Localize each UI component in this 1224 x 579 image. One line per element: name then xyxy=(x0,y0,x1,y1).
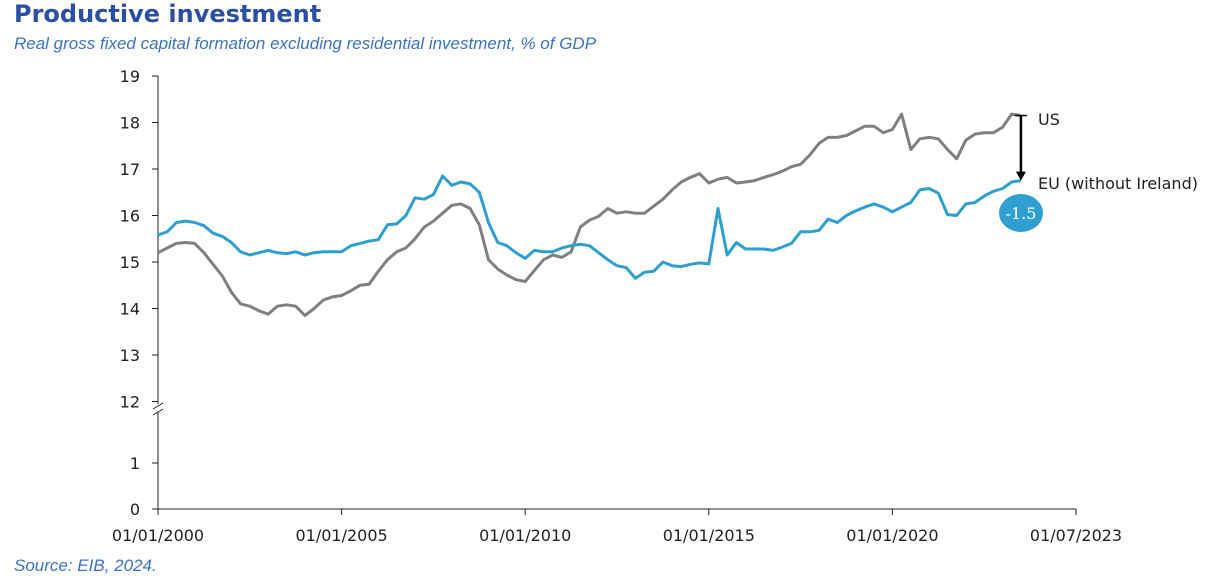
axis-break-mark xyxy=(152,402,164,410)
series-label-us: US xyxy=(1038,110,1060,129)
x-tick-label: 01/01/2000 xyxy=(112,526,204,545)
gap-badge-label: -1.5 xyxy=(1006,204,1037,223)
gap-badge xyxy=(999,194,1043,232)
x-tick-label: 01/01/2005 xyxy=(295,526,387,545)
series-line-us xyxy=(157,112,1022,317)
x-tick-label: 01/01/2020 xyxy=(846,526,938,545)
y-tick-label: 13 xyxy=(120,346,140,365)
y-tick-label: 0 xyxy=(130,500,140,519)
x-tick-label: 01/01/2015 xyxy=(663,526,755,545)
series-label-eu: EU (without Ireland) xyxy=(1038,174,1198,193)
y-tick-label: 19 xyxy=(120,67,140,86)
y-tick-label: 15 xyxy=(120,253,140,272)
axis-break-mark xyxy=(152,408,164,416)
chart-source: Source: EIB, 2024. xyxy=(14,556,157,575)
y-tick-label: 16 xyxy=(120,207,140,226)
y-tick-label: 1 xyxy=(130,454,140,473)
chart-annotations: US EU (without Ireland)-1.5 xyxy=(999,110,1198,232)
chart-lines xyxy=(157,112,1022,317)
chart-subtitle: Real gross fixed capital formation exclu… xyxy=(14,34,597,53)
chart-axes: 0 1 12 13 14 15 16 17 18 19 01/01/2000 01/01/2005 01… xyxy=(112,67,1122,545)
x-tick-label: 01/01/2010 xyxy=(479,526,571,545)
chart-title: Productive investment xyxy=(14,0,322,28)
gap-arrow-head xyxy=(1015,171,1026,181)
x-tick-label: 01/07/2023 xyxy=(1030,526,1122,545)
y-tick-label: 18 xyxy=(120,114,140,133)
y-tick-label: 17 xyxy=(120,160,140,179)
y-tick-label: 12 xyxy=(120,393,140,412)
series-line-eu xyxy=(157,174,1022,280)
y-tick-label: 14 xyxy=(120,300,140,319)
